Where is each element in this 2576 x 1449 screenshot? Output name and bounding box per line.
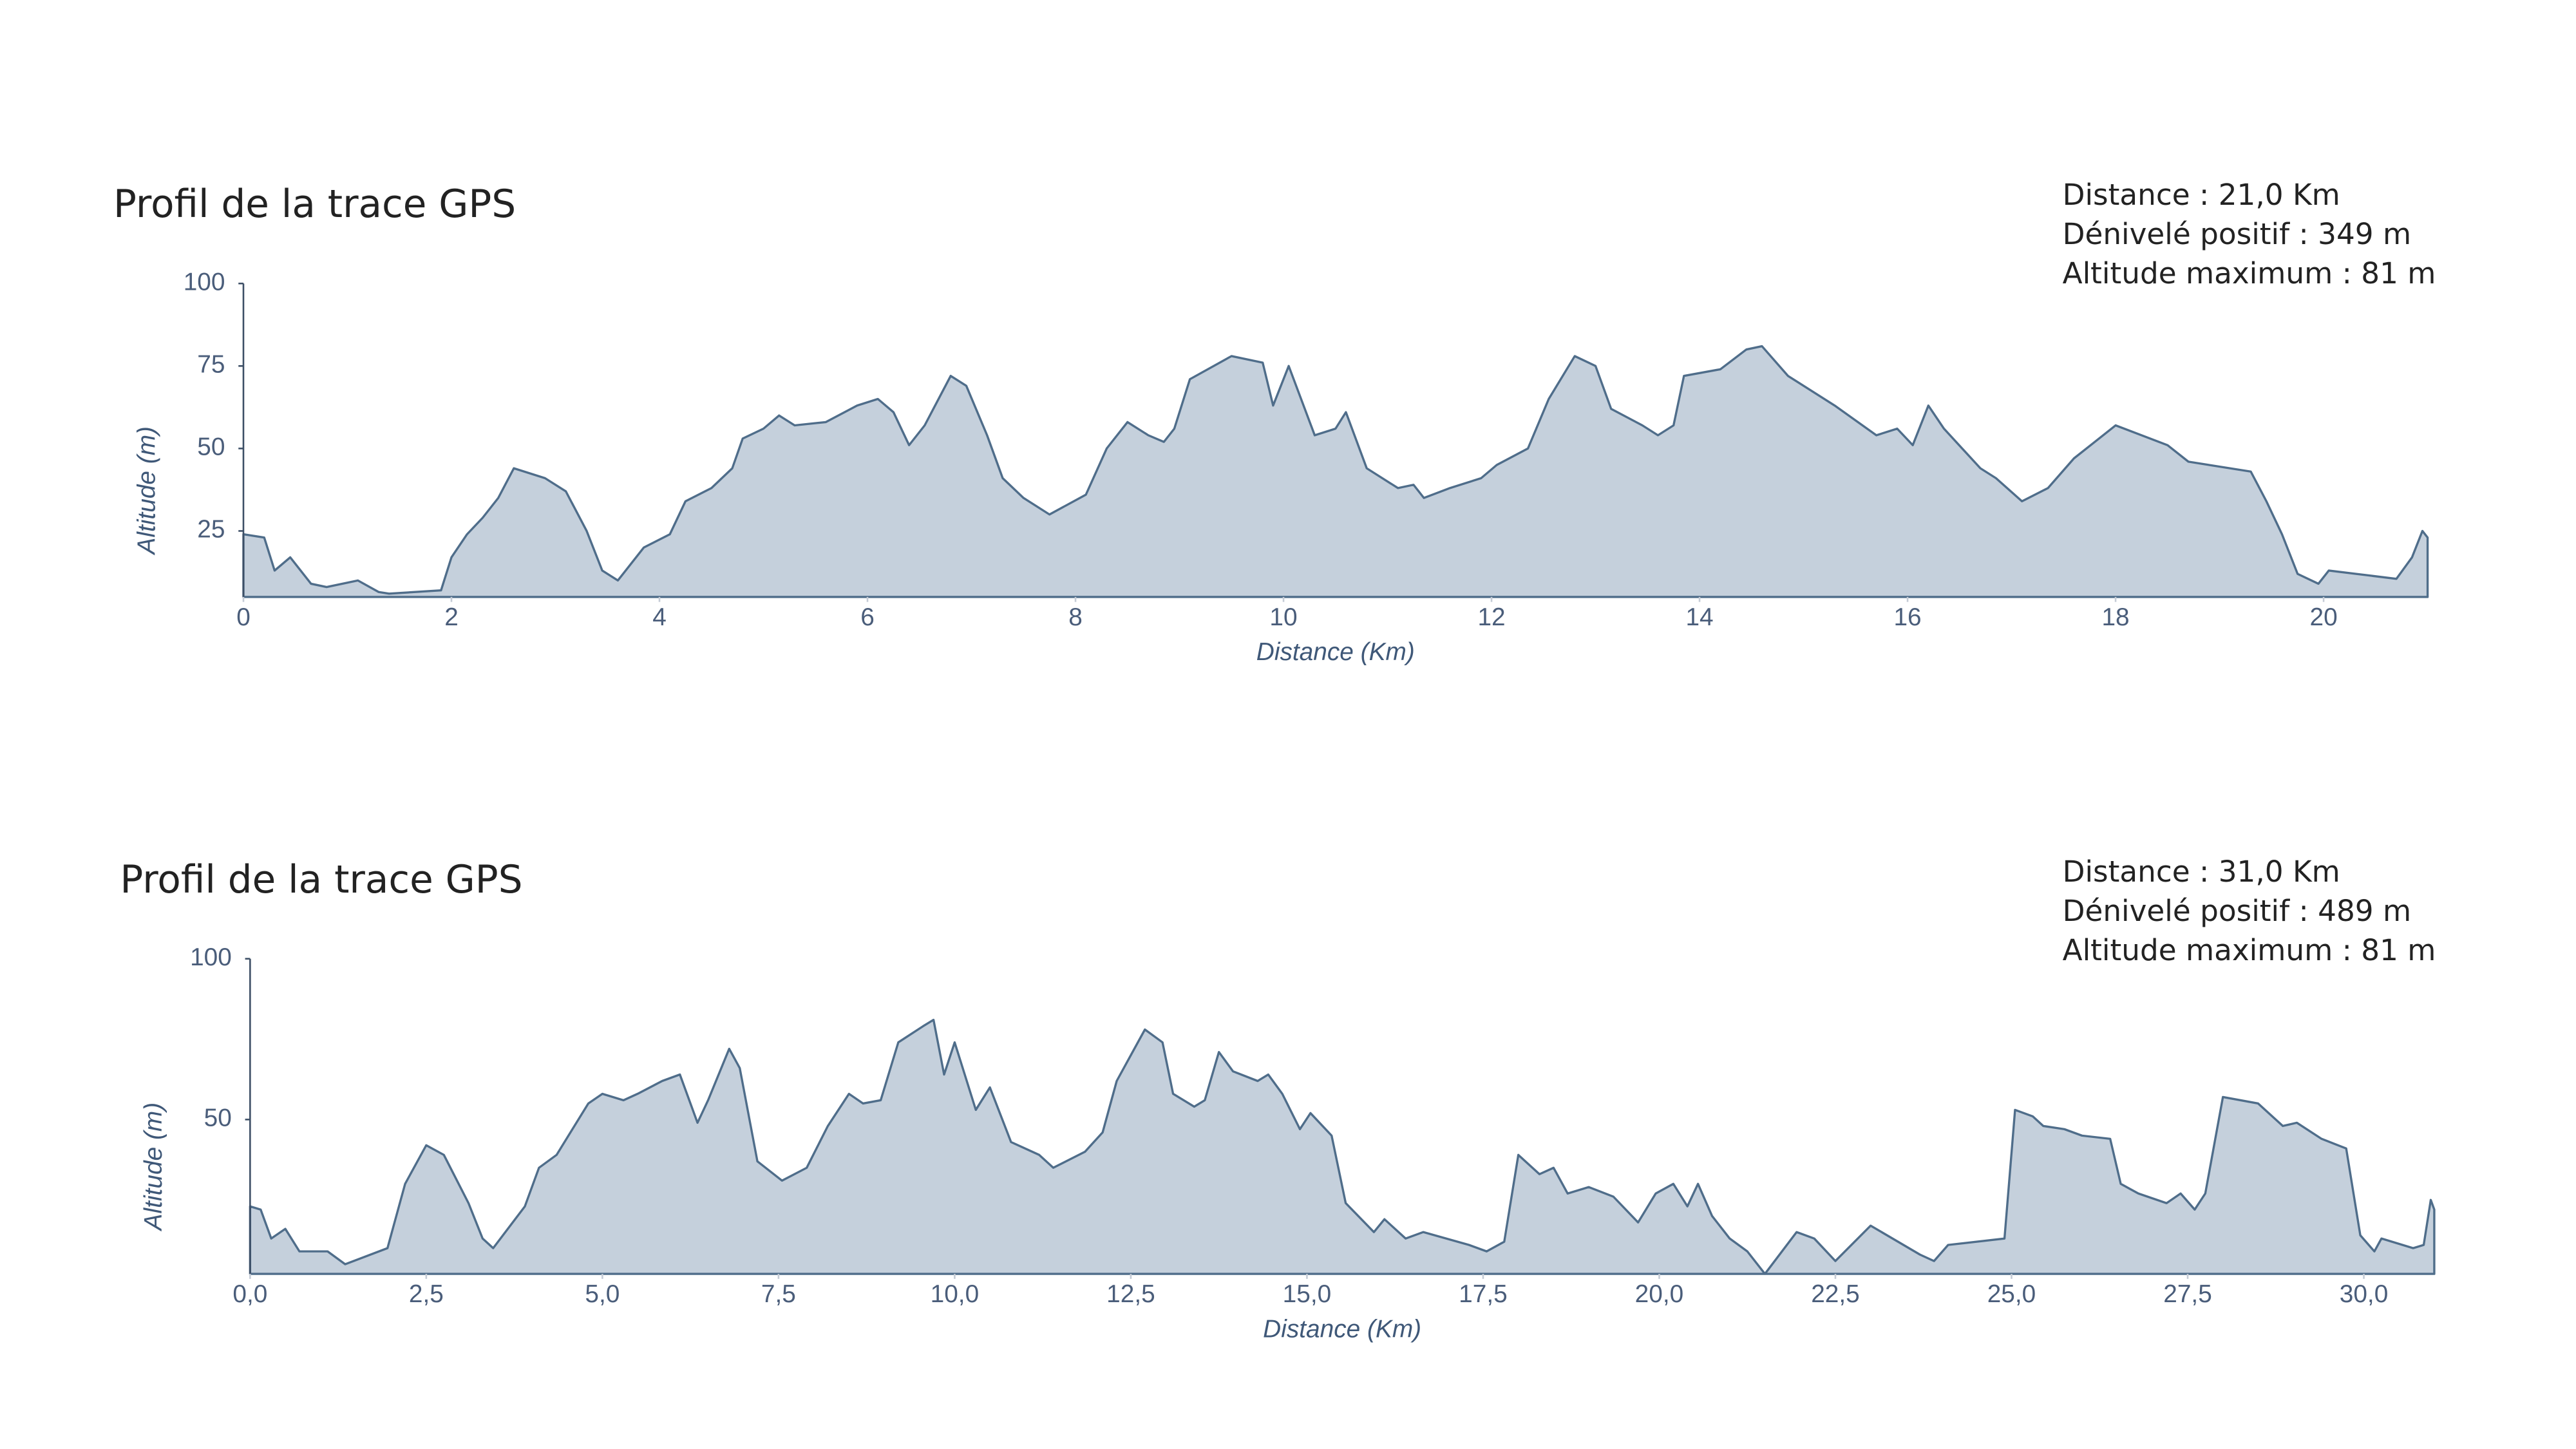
y-tick-label: 25 bbox=[197, 516, 225, 544]
y-tick-label: 75 bbox=[197, 351, 225, 379]
x-tick-label: 7,5 bbox=[761, 1280, 796, 1308]
x-tick-label: 0 bbox=[236, 603, 251, 631]
elevation-area bbox=[249, 1018, 2436, 1275]
x-tick-label: 4 bbox=[652, 603, 667, 631]
x-tick-label: 10 bbox=[1269, 603, 1297, 631]
stat-line: Distance : 31,0 Km bbox=[2063, 855, 2340, 889]
chart-title: Profil de la trace GPS bbox=[120, 858, 522, 902]
x-tick-label: 10,0 bbox=[931, 1280, 980, 1308]
x-tick-label: 17,5 bbox=[1459, 1280, 1508, 1308]
x-tick-label: 15,0 bbox=[1283, 1280, 1332, 1308]
x-tick-label: 22,5 bbox=[1811, 1280, 1860, 1308]
x-tick-label: 5,0 bbox=[585, 1280, 620, 1308]
x-axis-label: Distance (Km) bbox=[1256, 638, 1415, 666]
y-axis-label: Altitude (m) bbox=[133, 426, 161, 556]
x-tick-label: 20 bbox=[2309, 603, 2337, 631]
x-tick-label: 16 bbox=[1893, 603, 1921, 631]
x-tick-label: 14 bbox=[1685, 603, 1713, 631]
x-tick-label: 2,5 bbox=[409, 1280, 444, 1308]
y-tick-label: 50 bbox=[204, 1104, 232, 1132]
stat-line: Dénivelé positif : 489 m bbox=[2063, 894, 2412, 928]
x-tick-label: 0,0 bbox=[232, 1280, 267, 1308]
x-tick-label: 2 bbox=[444, 603, 459, 631]
stat-line: Altitude maximum : 81 m bbox=[2063, 933, 2436, 967]
stat-line: Dénivelé positif : 349 m bbox=[2063, 217, 2412, 251]
x-axis-label: Distance (Km) bbox=[1263, 1315, 1421, 1343]
chart-title: Profil de la trace GPS bbox=[113, 182, 516, 227]
x-tick-label: 18 bbox=[2101, 603, 2129, 631]
x-tick-label: 12,5 bbox=[1106, 1280, 1155, 1308]
x-tick-label: 20,0 bbox=[1635, 1280, 1684, 1308]
y-tick-label: 100 bbox=[190, 943, 232, 971]
x-tick-label: 27,5 bbox=[2163, 1280, 2212, 1308]
elevation-area bbox=[242, 345, 2429, 598]
x-tick-label: 30,0 bbox=[2340, 1280, 2389, 1308]
y-tick-label: 50 bbox=[197, 433, 225, 461]
x-tick-label: 25,0 bbox=[1987, 1280, 2036, 1308]
x-tick-label: 6 bbox=[860, 603, 875, 631]
y-axis-label: Altitude (m) bbox=[140, 1103, 167, 1232]
x-tick-label: 12 bbox=[1477, 603, 1505, 631]
x-tick-label: 8 bbox=[1068, 603, 1083, 631]
stat-line: Altitude maximum : 81 m bbox=[2063, 256, 2436, 290]
stat-line: Distance : 21,0 Km bbox=[2063, 178, 2340, 212]
y-tick-label: 100 bbox=[184, 268, 225, 296]
